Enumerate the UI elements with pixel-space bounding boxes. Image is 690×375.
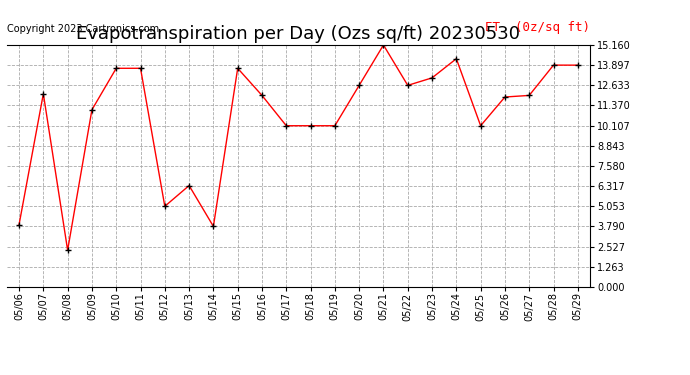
Text: Copyright 2023 Cartronics.com: Copyright 2023 Cartronics.com: [7, 24, 159, 34]
Text: ET  (0z/sq ft): ET (0z/sq ft): [485, 21, 590, 34]
Title: Evapotranspiration per Day (Ozs sq/ft) 20230530: Evapotranspiration per Day (Ozs sq/ft) 2…: [77, 26, 520, 44]
